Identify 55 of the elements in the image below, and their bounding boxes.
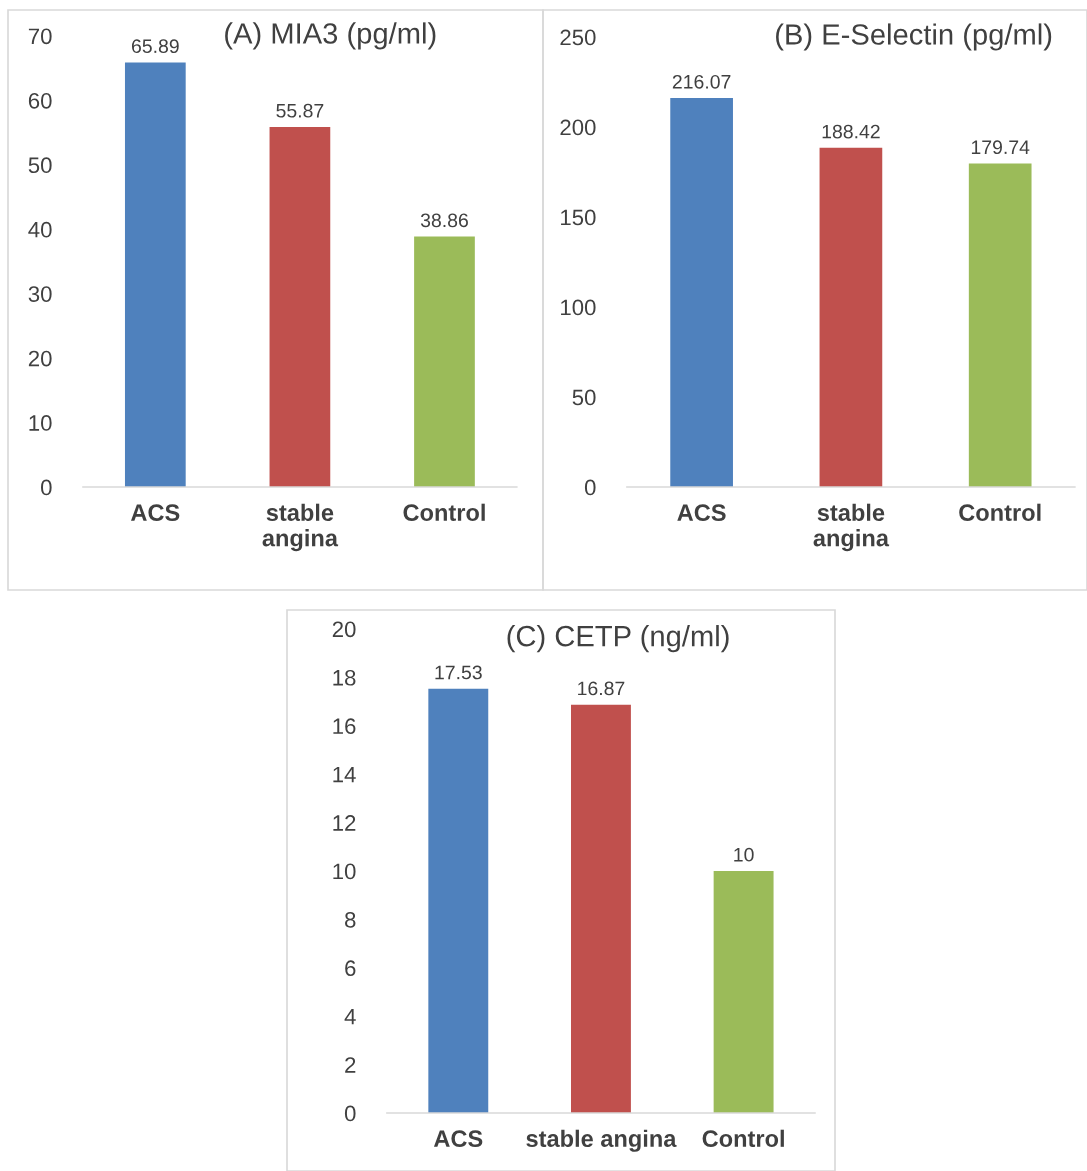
x-tick-label: ACS [130, 504, 180, 522]
x-tick-label: Control [959, 503, 1041, 522]
y-tick-label: 16 [333, 718, 356, 735]
y-tick-label: 40 [28, 221, 52, 238]
bar [670, 98, 733, 488]
y-tick-label: 200 [560, 119, 596, 136]
y-tick-label: 18 [333, 669, 356, 686]
y-tick-label: 100 [561, 299, 596, 316]
y-tick-label: 14 [333, 766, 356, 783]
data-label: 16.87 [578, 681, 625, 696]
bar [570, 704, 631, 1114]
x-tick-label: stable angina [526, 1129, 677, 1152]
x-tick-label: stable angina [813, 503, 890, 552]
data-label: 55.87 [276, 103, 324, 118]
bar [414, 236, 475, 488]
y-tick-label: 250 [560, 29, 596, 46]
x-tick-label: stable angina [262, 503, 339, 552]
chart-title: (C) CETP (ng/ml) [507, 625, 729, 653]
data-label: 188.42 [822, 124, 880, 139]
y-tick-label: 10 [333, 863, 356, 880]
y-tick-label: 6 [345, 960, 356, 977]
y-tick-label: 4 [344, 1008, 356, 1025]
x-tick-label: ACS [677, 504, 726, 522]
data-label: 17.53 [435, 665, 482, 680]
data-label: 216.07 [672, 74, 731, 89]
y-tick-label: 10 [29, 415, 52, 431]
bar [819, 147, 883, 488]
y-tick-label: 60 [28, 92, 52, 109]
bar [713, 870, 774, 1114]
data-label: 65.89 [131, 39, 179, 54]
y-tick-label: 50 [572, 389, 596, 406]
data-label: 38.86 [420, 213, 468, 228]
x-tick-label: Control [702, 1129, 784, 1148]
chart-title: (A) MIA3 (pg/ml) [225, 22, 436, 50]
bar [968, 163, 1032, 488]
y-tick-label: 50 [28, 157, 52, 174]
y-tick-label: 70 [28, 28, 52, 45]
bar [124, 62, 186, 488]
y-tick-label: 20 [332, 621, 356, 638]
y-tick-label: 30 [28, 286, 52, 302]
y-tick-label: 2 [345, 1057, 356, 1073]
x-tick-label: Control [403, 503, 485, 522]
y-tick-label: 0 [344, 1105, 356, 1122]
bar [269, 127, 331, 488]
x-tick-label: ACS [433, 1130, 483, 1148]
y-tick-label: 12 [333, 815, 356, 831]
y-tick-label: 20 [28, 350, 52, 367]
y-tick-label: 0 [41, 479, 52, 496]
bar [428, 688, 489, 1114]
data-label: 179.74 [971, 140, 1030, 155]
y-tick-label: 150 [561, 209, 596, 226]
y-tick-label: 0 [584, 479, 596, 496]
y-tick-label: 8 [345, 911, 356, 928]
chart-title: (B) E-Selectin (pg/ml) [776, 23, 1052, 51]
data-label: 10 [734, 847, 754, 862]
